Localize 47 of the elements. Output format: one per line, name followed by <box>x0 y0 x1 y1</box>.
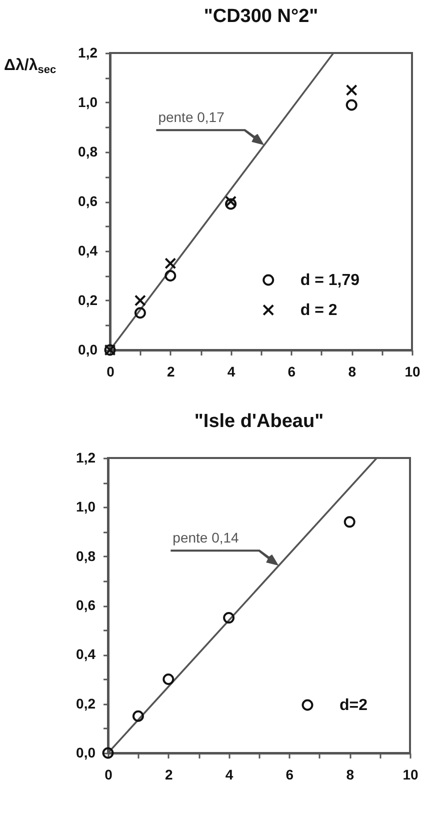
y-tick-label: 0,8 <box>76 548 96 564</box>
annotation: pente 0,14 <box>172 530 240 546</box>
point <box>346 84 358 96</box>
x-tick-label: 10 <box>402 766 418 782</box>
x-tick-label: 2 <box>167 364 175 380</box>
y-tick-label: 0,2 <box>76 695 96 712</box>
x-tick-label: 8 <box>346 766 354 782</box>
y-tick-label: 0,8 <box>78 144 98 160</box>
y-axis-title: Δλ/λ$_{sec}$ <box>4 56 56 76</box>
x-tick-label: 0 <box>106 364 115 380</box>
y-tick-label: 0,2 <box>78 292 98 308</box>
x-tick-label: 0 <box>104 766 113 782</box>
y-tick-label: 0,4 <box>76 646 96 662</box>
x-tick-label: 4 <box>225 766 234 782</box>
y-tick-label: 0,0 <box>76 744 96 760</box>
point <box>134 294 146 306</box>
point <box>164 270 176 282</box>
point <box>344 516 356 528</box>
y-tick-label: 1,2 <box>78 44 98 60</box>
y-tick-label: 0,6 <box>78 193 98 209</box>
point <box>162 674 174 685</box>
point <box>225 198 237 210</box>
y-tick-label: 1,2 <box>76 450 96 466</box>
y-tick-label: 1,0 <box>78 94 98 110</box>
x-tick-label: 10 <box>404 364 420 380</box>
chart-title: "CD300 N°2" <box>204 6 318 27</box>
y-tick-label: 0,4 <box>78 242 98 258</box>
x-tick-label: 4 <box>227 364 236 380</box>
legend-label: d = 2 <box>300 302 338 319</box>
point <box>164 258 176 270</box>
y-tick-label: 0,0 <box>78 342 98 358</box>
chart-title: "Isle d'Abeau" <box>194 411 324 432</box>
point <box>132 710 144 722</box>
point <box>134 307 146 319</box>
x-tick-label: 2 <box>165 766 173 782</box>
x-tick-label: 8 <box>348 364 356 380</box>
x-tick-label: 6 <box>286 766 294 782</box>
annotation: pente 0,17 <box>158 109 225 126</box>
x-tick-label: 6 <box>288 364 296 380</box>
point <box>225 196 237 208</box>
y-tick-label: 0,6 <box>76 597 96 613</box>
legend-label: d=2 <box>340 697 368 714</box>
y-tick-label: 1,0 <box>76 498 96 515</box>
point <box>102 747 114 759</box>
point <box>223 612 235 624</box>
legend-label: d = 1,79 <box>300 272 360 289</box>
point <box>346 99 358 111</box>
